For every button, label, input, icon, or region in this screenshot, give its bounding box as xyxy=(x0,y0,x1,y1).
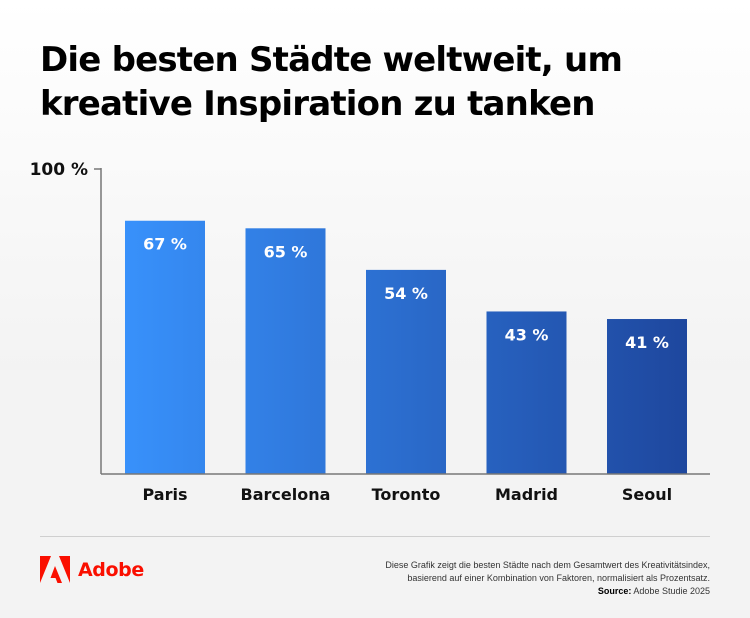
note-line: Diese Grafik zeigt die besten Städte nac… xyxy=(385,560,710,570)
source-value: Adobe Studie 2025 xyxy=(633,586,710,596)
data-label: 67 % xyxy=(143,235,187,254)
bar-madrid xyxy=(486,311,567,474)
bar-toronto xyxy=(366,269,446,474)
category-label: Toronto xyxy=(372,485,441,504)
note-line: basierend auf einer Kombination von Fakt… xyxy=(407,573,710,583)
divider xyxy=(40,536,710,537)
data-label: 54 % xyxy=(384,284,428,303)
y-tick-label: 100 % xyxy=(30,160,88,180)
footnote: Diese Grafik zeigt die besten Städte nac… xyxy=(385,559,710,598)
adobe-logo: Adobe xyxy=(40,556,144,583)
bar-seoul xyxy=(607,319,687,474)
category-label: Paris xyxy=(143,485,188,504)
source-line: Source: Adobe Studie 2025 xyxy=(385,585,710,598)
category-label: Seoul xyxy=(622,485,672,504)
data-label: 41 % xyxy=(625,333,669,352)
brand-name: Adobe xyxy=(78,558,144,581)
data-label: 65 % xyxy=(264,242,308,261)
bar-paris xyxy=(125,220,205,474)
adobe-logo-icon xyxy=(40,556,70,583)
source-label: Source: xyxy=(597,586,632,596)
chart-title: Die besten Städte weltweit, um kreative … xyxy=(40,40,623,124)
category-label: Barcelona xyxy=(241,485,331,504)
bar-barcelona xyxy=(245,228,326,474)
category-label: Madrid xyxy=(495,485,558,504)
data-label: 43 % xyxy=(505,325,549,344)
